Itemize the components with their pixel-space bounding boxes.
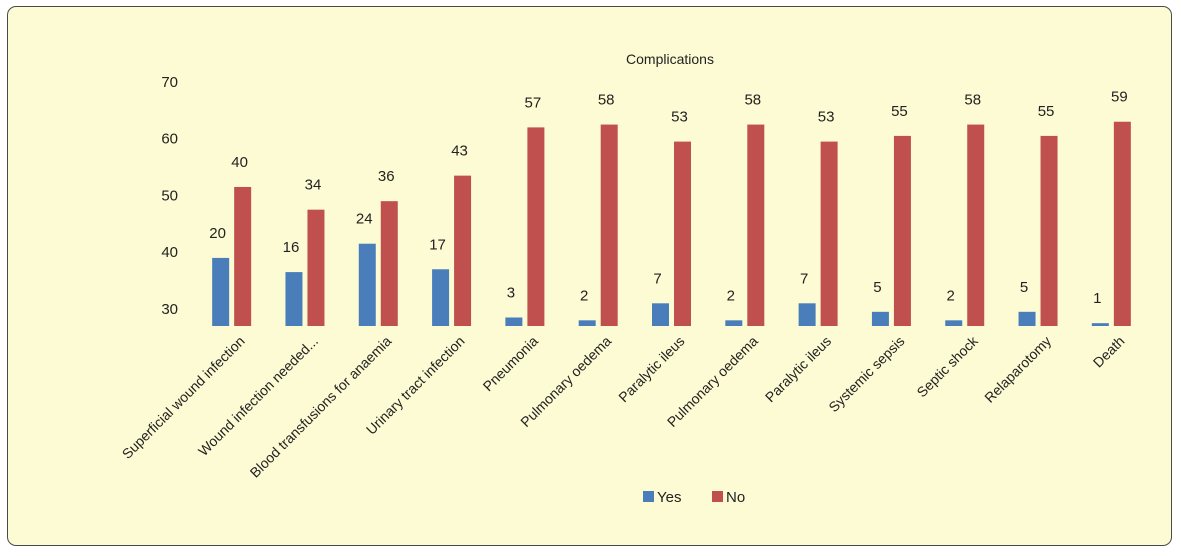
bar-no	[234, 186, 252, 326]
bar-no	[527, 127, 545, 326]
legend-label-yes: Yes	[657, 489, 681, 506]
bar-no	[967, 124, 985, 326]
category-label: Relaparotomy	[981, 333, 1054, 406]
legend-swatch-no	[712, 491, 723, 502]
category-label: Pneumonia	[480, 333, 542, 395]
data-label-yes: 2	[580, 287, 588, 304]
data-label-no: 58	[744, 92, 761, 109]
bar-no	[307, 209, 325, 326]
y-axis: 30 40 50 60 70	[161, 74, 178, 318]
bar-yes	[285, 272, 303, 326]
y-tick-label: 70	[161, 74, 178, 91]
data-label-yes: 2	[947, 287, 955, 304]
data-label-yes: 5	[873, 279, 881, 296]
bar-yes	[945, 320, 963, 326]
data-label-no: 43	[451, 143, 468, 160]
data-label-yes: 16	[283, 239, 300, 256]
data-label-no: 58	[598, 92, 615, 109]
category-label: Blood transfusions for anaemia	[247, 333, 395, 481]
data-label-no: 58	[964, 92, 981, 109]
bar-yes	[871, 311, 889, 326]
y-tick-label: 50	[161, 187, 178, 204]
bars	[212, 121, 1131, 326]
bar-yes	[1018, 311, 1036, 326]
chart-title: Complications	[626, 51, 714, 67]
bar-no	[1113, 121, 1131, 326]
y-tick-label: 40	[161, 244, 178, 261]
bar-yes	[578, 320, 596, 326]
category-label: Paralytic ileus	[615, 333, 687, 405]
category-label: Septic shock	[913, 332, 981, 400]
category-label: Systemic sepsis	[825, 333, 907, 415]
data-label-yes: 1	[1093, 290, 1101, 307]
legend-label-no: No	[726, 489, 745, 506]
bar-yes	[358, 243, 376, 326]
bar-no	[1040, 135, 1058, 326]
legend: Yes No	[643, 489, 745, 506]
data-label-no: 57	[525, 94, 542, 111]
bar-no	[454, 175, 472, 326]
data-label-no: 55	[891, 103, 908, 120]
bar-no	[380, 201, 398, 326]
data-label-yes: 20	[209, 225, 226, 242]
bar-yes	[725, 320, 743, 326]
bar-no	[600, 124, 618, 326]
bar-yes	[1091, 323, 1109, 326]
bar-no	[820, 141, 838, 326]
y-tick-label: 60	[161, 131, 178, 148]
bar-yes	[432, 269, 450, 326]
data-label-yes: 7	[800, 270, 808, 287]
bar-no	[893, 135, 911, 326]
bar-yes	[798, 303, 816, 326]
data-label-yes: 5	[1020, 279, 1028, 296]
data-label-no: 55	[1038, 103, 1055, 120]
data-label-yes: 2	[727, 287, 735, 304]
data-label-yes: 24	[356, 211, 373, 228]
data-label-no: 34	[305, 177, 322, 194]
category-label: Wound infection needed...	[195, 333, 321, 459]
bar-yes	[505, 317, 523, 326]
category-label: Death	[1090, 333, 1128, 371]
bar-no	[747, 124, 765, 326]
data-label-no: 53	[671, 109, 688, 126]
bar-no	[674, 141, 691, 326]
data-label-no: 59	[1111, 89, 1128, 106]
data-label-no: 40	[231, 154, 248, 171]
data-labels: 2040163424361743357258753258753555258555…	[209, 89, 1127, 307]
data-label-yes: 3	[507, 284, 515, 301]
y-tick-label: 30	[161, 301, 178, 318]
data-label-yes: 17	[429, 236, 446, 253]
category-label: Paralytic ileus	[762, 333, 834, 405]
data-label-yes: 7	[653, 270, 661, 287]
bar-yes	[652, 303, 669, 326]
data-label-no: 53	[818, 109, 835, 126]
bar-yes	[212, 257, 230, 326]
data-label-no: 36	[378, 168, 395, 185]
category-label: Superficial wound infection	[119, 333, 248, 462]
legend-swatch-yes	[643, 491, 654, 502]
